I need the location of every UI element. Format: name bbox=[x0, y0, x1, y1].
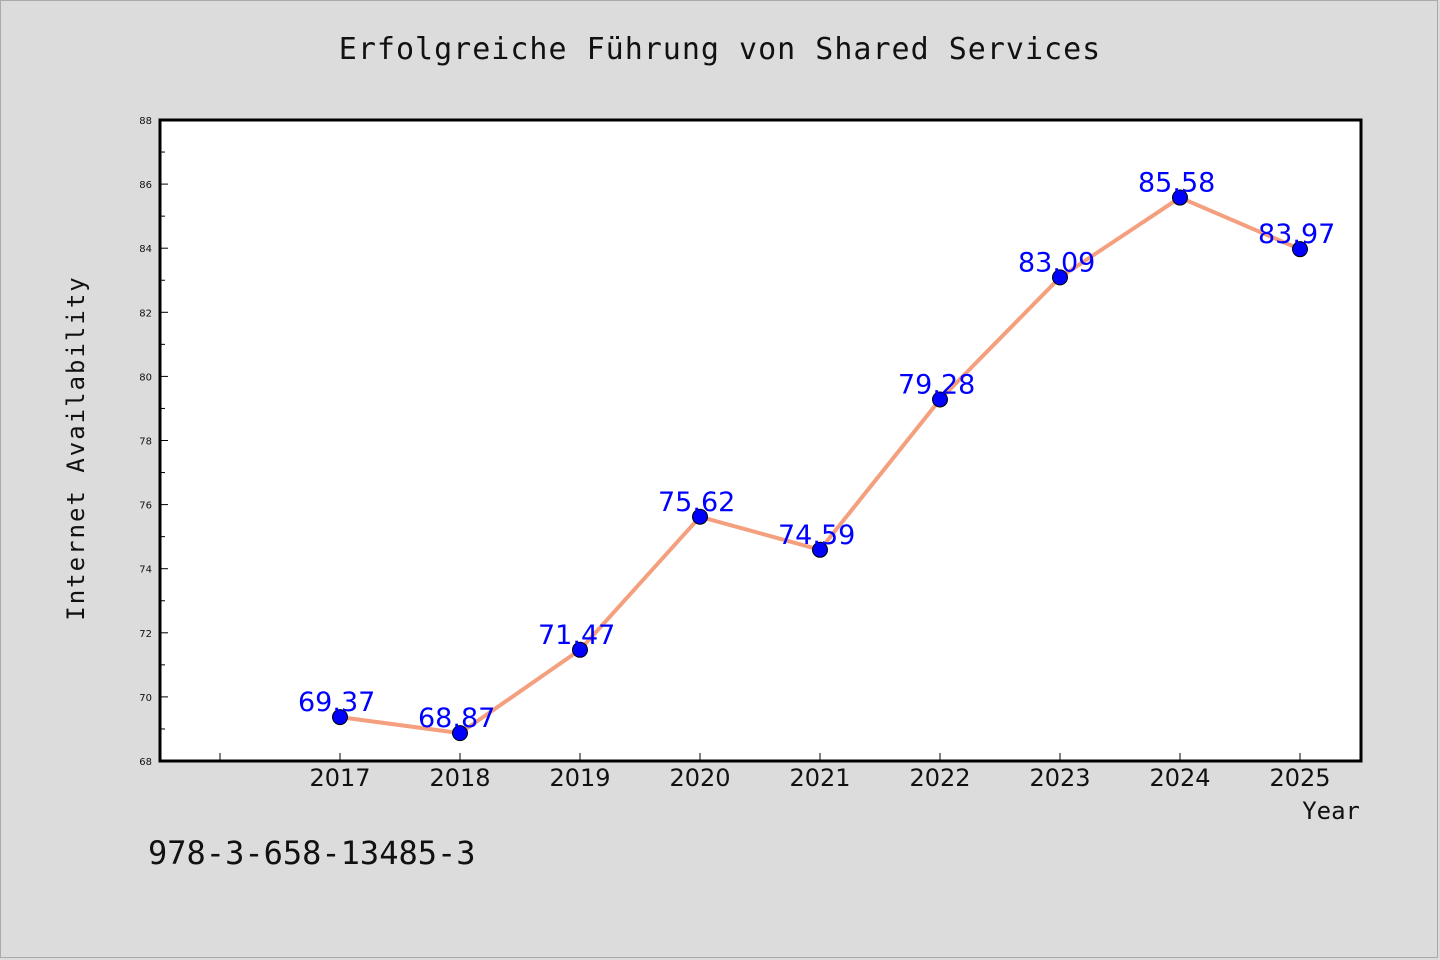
x-tick-label: 2022 bbox=[909, 764, 970, 792]
data-point bbox=[812, 541, 828, 558]
data-label: 85.58 bbox=[1138, 168, 1215, 199]
data-point bbox=[452, 725, 468, 742]
data-point bbox=[692, 508, 708, 525]
y-tick-label: 80 bbox=[139, 372, 152, 383]
y-tick-label: 84 bbox=[139, 244, 152, 255]
data-label: 75.62 bbox=[658, 487, 735, 518]
data-point bbox=[1292, 241, 1308, 258]
data-point bbox=[932, 391, 948, 408]
y-tick-label: 72 bbox=[139, 629, 152, 640]
y-tick-label: 70 bbox=[139, 693, 152, 704]
y-tick-label: 68 bbox=[139, 757, 152, 768]
x-tick-label: 2023 bbox=[1029, 764, 1090, 792]
x-tick-label: 2018 bbox=[429, 764, 490, 792]
y-tick-label: 82 bbox=[139, 308, 152, 319]
data-point bbox=[332, 709, 348, 726]
data-label: 83.97 bbox=[1258, 219, 1335, 250]
y-tick-label: 88 bbox=[139, 116, 152, 127]
footer-identifier: 978-3-658-13485-3 bbox=[148, 834, 476, 872]
plot-area bbox=[160, 120, 1361, 761]
x-tick-label: 2024 bbox=[1149, 764, 1210, 792]
chart-title: Erfolgreiche Führung von Shared Services bbox=[338, 32, 1102, 67]
x-axis-label: Year bbox=[1302, 797, 1360, 825]
data-point bbox=[1052, 269, 1068, 286]
data-point bbox=[572, 641, 588, 658]
data-label: 79.28 bbox=[898, 369, 975, 400]
data-label: 68.87 bbox=[418, 703, 495, 734]
x-tick-label: 2020 bbox=[669, 764, 730, 792]
data-label: 74.59 bbox=[778, 520, 855, 551]
data-label: 83.09 bbox=[1018, 247, 1095, 278]
y-tick-label: 86 bbox=[139, 180, 152, 191]
plot-border bbox=[158, 118, 1363, 763]
x-tick-label: 2025 bbox=[1269, 764, 1330, 792]
y-tick-label: 78 bbox=[139, 437, 152, 448]
y-tick-label: 76 bbox=[139, 501, 152, 512]
data-label: 69.37 bbox=[298, 687, 375, 718]
y-tick-label: 74 bbox=[139, 565, 152, 576]
x-tick-label: 2017 bbox=[309, 764, 370, 792]
x-tick-label: 2021 bbox=[789, 764, 850, 792]
data-point bbox=[1172, 189, 1188, 206]
data-label: 71.47 bbox=[538, 620, 615, 651]
x-tick-label: 2019 bbox=[549, 764, 610, 792]
